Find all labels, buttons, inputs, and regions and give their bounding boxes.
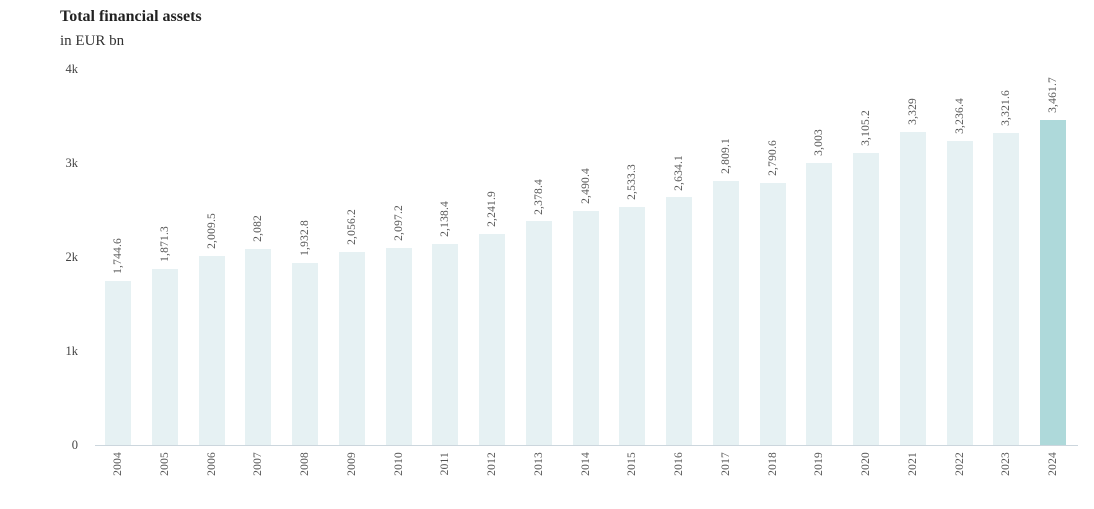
bar-value-label: 3,236.4 [953, 97, 966, 134]
bar-2012[interactable] [479, 234, 505, 445]
bar-column: 2,138.4 2011 [432, 0, 459, 509]
bar-value-label: 2,790.6 [766, 139, 779, 176]
bar-2008[interactable] [292, 263, 318, 445]
bar-value-label: 3,105.2 [860, 110, 872, 147]
bar-2005[interactable] [151, 269, 178, 445]
bar-column: 2,009.5 2006 [198, 0, 225, 509]
bar-2009[interactable] [338, 251, 365, 445]
bar-column: 1,744.6 2004 [105, 0, 131, 509]
x-tick-label: 2013 [532, 452, 545, 476]
bar-value-label: 3,321.6 [1000, 89, 1013, 126]
bar-2024[interactable] [1040, 119, 1066, 445]
x-tick-label: 2005 [158, 452, 171, 476]
bar-2023[interactable] [993, 132, 1020, 445]
bar-value-label: 3,461.7 [1047, 76, 1059, 113]
bar-2016[interactable] [666, 197, 692, 445]
bar-2011[interactable] [432, 244, 459, 445]
bar-column: 3,003 2019 [806, 0, 833, 509]
y-tick-label: 0 [71, 438, 78, 452]
bar-value-label: 2,009.5 [205, 213, 218, 250]
bar-column: 2,490.4 2014 [572, 0, 599, 509]
bar-2004[interactable] [105, 281, 131, 445]
bar-value-label: 1,871.3 [158, 226, 171, 263]
bar-column: 2,378.4 2013 [525, 0, 552, 509]
bar-2007[interactable] [245, 249, 272, 445]
bar-column: 3,321.6 2023 [993, 0, 1020, 509]
y-tick-label: 1k [65, 344, 79, 358]
y-tick-label: 3k [65, 156, 79, 170]
bar-column: 1,871.3 2005 [151, 0, 178, 509]
x-tick-label: 2016 [673, 452, 685, 476]
bar-2018[interactable] [759, 182, 786, 445]
bar-value-label: 2,378.4 [532, 178, 545, 215]
bar-value-label: 2,809.1 [719, 138, 732, 174]
bar-value-label: 3,329 [906, 98, 919, 126]
x-tick-label: 2010 [392, 452, 405, 476]
bar-2010[interactable] [385, 247, 412, 445]
bar-2022[interactable] [946, 140, 973, 445]
bar-value-label: 2,138.4 [439, 201, 452, 237]
bar-column: 2,634.1 2016 [666, 0, 692, 509]
chart-subtitle: in EUR bn [60, 33, 125, 49]
x-tick-label: 2014 [579, 452, 592, 476]
bar-2013[interactable] [525, 221, 552, 445]
bar-value-label: 1,744.6 [112, 238, 124, 275]
bar-2014[interactable] [572, 210, 599, 445]
x-tick-label: 2021 [906, 452, 919, 476]
bar-column: 3,329 2021 [899, 0, 926, 509]
bar-2019[interactable] [806, 162, 833, 445]
bar-value-label: 1,932.8 [299, 220, 311, 257]
x-tick-label: 2024 [1047, 452, 1059, 476]
x-tick-label: 2018 [766, 452, 779, 476]
x-tick-label: 2020 [860, 452, 872, 476]
x-tick-label: 2006 [205, 452, 218, 476]
x-tick-label: 2022 [953, 452, 966, 476]
bar-column: 3,461.7 2024 [1040, 0, 1066, 509]
bar-2006[interactable] [198, 256, 225, 445]
chart-title: Total financial assets [60, 8, 202, 25]
bar-value-label: 2,634.1 [673, 154, 685, 191]
bar-column: 2,790.6 2018 [759, 0, 786, 509]
bar-value-label: 2,533.3 [626, 163, 639, 200]
x-tick-label: 2015 [626, 452, 639, 476]
x-axis-line [95, 445, 1078, 446]
x-tick-label: 2011 [439, 452, 452, 476]
bar-value-label: 2,097.2 [392, 204, 405, 241]
bar-column: 2,241.9 2012 [479, 0, 505, 509]
x-tick-label: 2012 [486, 452, 498, 476]
bar-value-label: 2,241.9 [486, 191, 498, 228]
bar-value-label: 2,056.2 [345, 208, 358, 245]
y-tick-label: 4k [65, 62, 79, 76]
bar-column: 1,932.8 2008 [292, 0, 318, 509]
bar-value-label: 2,082 [252, 215, 265, 243]
x-tick-label: 2004 [112, 452, 124, 476]
bar-column: 2,056.2 2009 [338, 0, 365, 509]
x-tick-label: 2007 [252, 452, 265, 476]
bar-2015[interactable] [619, 206, 646, 445]
bar-column: 3,236.4 2022 [946, 0, 973, 509]
x-tick-label: 2019 [813, 452, 826, 476]
bar-value-label: 3,003 [813, 128, 826, 156]
bar-column: 2,533.3 2015 [619, 0, 646, 509]
x-tick-label: 2017 [719, 452, 732, 476]
bar-column: 2,082 2007 [245, 0, 272, 509]
bar-column: 2,097.2 2010 [385, 0, 412, 509]
bar-value-label: 2,490.4 [579, 168, 592, 204]
bar-column: 2,809.1 2017 [712, 0, 739, 509]
bar-2021[interactable] [899, 132, 926, 445]
bar-column: 3,105.2 2020 [853, 0, 879, 509]
bar-2017[interactable] [712, 180, 739, 445]
x-tick-label: 2008 [299, 452, 311, 476]
y-tick-label: 2k [65, 250, 79, 264]
x-tick-label: 2009 [345, 452, 358, 476]
x-tick-label: 2023 [1000, 452, 1013, 476]
bar-2020[interactable] [853, 153, 879, 445]
